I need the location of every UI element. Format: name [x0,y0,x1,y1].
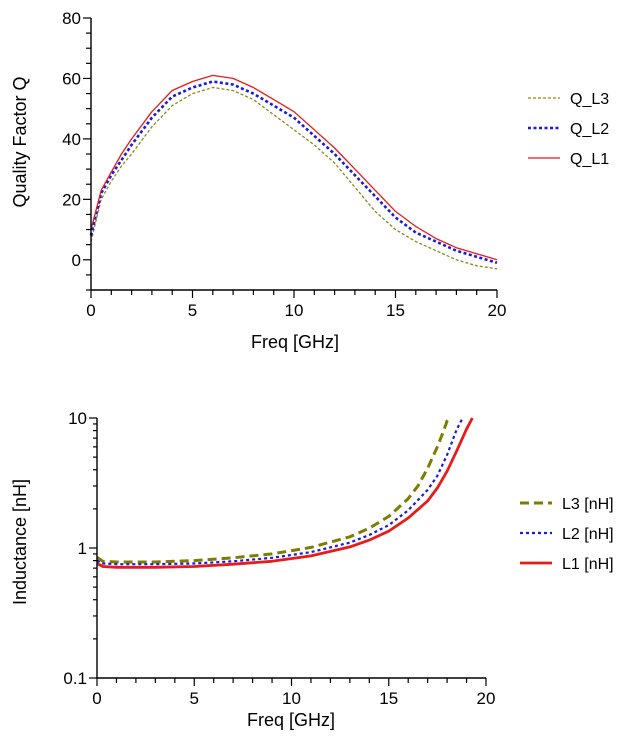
y-tick-label: 80 [62,9,81,28]
quality-factor-x-axis-label: Freq [GHz] [251,332,339,352]
inductance-series [96,417,474,569]
y-tick-label: 0 [72,251,81,270]
x-tick-label: 5 [190,689,199,708]
x-tick-label: 0 [92,689,101,708]
x-tick-label: 15 [386,301,405,320]
inductance-y-axis-label: Inductance [nH] [10,479,30,605]
x-tick-label: 15 [379,689,398,708]
y-tick-label: 0.1 [63,669,87,688]
y-tick-label: 40 [62,130,81,149]
x-tick-label: 10 [285,301,304,320]
legend-label-2: Q_L1 [570,151,609,168]
inductance-ticks: 0 5 10 15 20 0.1 1 10 [63,409,495,708]
series-line-2 [96,417,474,569]
inductance-x-axis-label: Freq [GHz] [247,710,335,730]
y-tick-label: 20 [62,190,81,209]
x-tick-label: 20 [477,689,496,708]
quality-factor-series [89,74,498,270]
y-tick-label: 60 [62,69,81,88]
legend-label-1: L2 [nH] [562,526,614,543]
series-line-0 [96,417,451,564]
legend-label-0: L3 [nH] [562,496,614,513]
quality-factor-ticks: 0 5 10 15 20 0 20 40 60 80 [62,9,506,320]
series-line-1 [96,417,464,566]
inductance-axes [96,418,486,679]
inductance-legend: L3 [nH] L2 [nH] L1 [nH] [520,496,614,573]
legend-label-1: Q_L2 [570,121,609,138]
quality-factor-y-axis-label: Quality Factor Q [10,76,30,207]
y-tick-label: 10 [68,409,87,428]
x-tick-label: 5 [188,301,197,320]
legend-label-0: Q_L3 [570,91,609,108]
series-line-2 [90,74,498,261]
x-tick-label: 10 [282,689,301,708]
quality-factor-legend: Q_L3 Q_L2 Q_L1 [528,91,609,168]
series-line-0 [90,86,498,270]
x-tick-label: 20 [488,301,507,320]
quality-factor-chart: 0 5 10 15 20 0 20 40 60 80 Freq [GHz] Quality Fac… [10,9,609,352]
legend-label-2: L1 [nH] [562,556,614,573]
inductance-chart: 0 5 10 15 20 0.1 1 10 Freq [GHz] Inductance [nH… [10,409,614,730]
x-tick-label: 0 [86,301,95,320]
y-tick-label: 1 [78,539,87,558]
series-line-1 [89,80,498,265]
quality-factor-axes [90,18,497,291]
